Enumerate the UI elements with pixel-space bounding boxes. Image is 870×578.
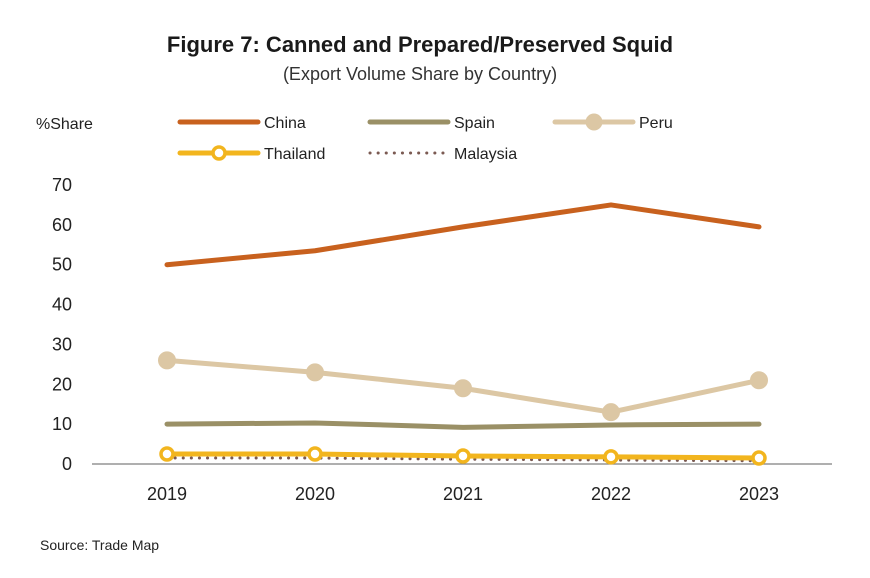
- x-tick-label: 2020: [295, 484, 335, 504]
- legend-label-malaysia: Malaysia: [454, 146, 517, 163]
- legend-label-spain: Spain: [454, 115, 495, 132]
- y-tick-label: 20: [52, 374, 72, 394]
- data-point-peru: [158, 351, 176, 370]
- legend-item-peru: Peru: [552, 113, 673, 132]
- data-point-thailand: [603, 449, 619, 465]
- y-axis-ticks: 0 10 20 30 40 50 60 70: [52, 175, 72, 474]
- series-line-spain: [164, 420, 762, 430]
- series-thailand: [159, 446, 767, 466]
- series-line-china: [164, 202, 762, 268]
- data-point-thailand: [159, 446, 175, 462]
- y-tick-label: 40: [52, 295, 72, 315]
- data-point-peru: [306, 363, 324, 382]
- legend-item-malaysia: Malaysia: [368, 146, 517, 163]
- source-note: Source: Trade Map: [40, 537, 159, 553]
- x-tick-label: 2023: [739, 484, 779, 504]
- y-tick-label: 70: [52, 175, 72, 195]
- legend: China Spain Peru Thailand Malaysia: [177, 113, 673, 163]
- series-malaysia: [165, 456, 761, 463]
- chart-subtitle: (Export Volume Share by Country): [283, 64, 557, 84]
- y-tick-label: 10: [52, 414, 72, 434]
- y-tick-label: 50: [52, 255, 72, 275]
- legend-item-china: China: [177, 115, 306, 132]
- legend-label-thailand: Thailand: [264, 146, 325, 163]
- series-spain: [164, 420, 762, 430]
- legend-marker-thailand: [211, 145, 227, 161]
- chart-title: Figure 7: Canned and Prepared/Preserved …: [167, 32, 673, 57]
- y-tick-label: 30: [52, 334, 72, 354]
- legend-label-peru: Peru: [639, 115, 673, 132]
- y-axis-label: %Share: [36, 116, 93, 133]
- series-peru: [158, 351, 768, 422]
- x-axis-ticks: 2019 2020 2021 2022 2023: [147, 484, 779, 504]
- y-tick-label: 60: [52, 215, 72, 235]
- data-point-thailand: [455, 448, 471, 464]
- x-tick-label: 2022: [591, 484, 631, 504]
- series-group: [158, 202, 768, 466]
- legend-marker-peru: [585, 113, 603, 131]
- legend-item-thailand: Thailand: [177, 145, 325, 163]
- x-tick-label: 2021: [443, 484, 483, 504]
- legend-label-china: China: [264, 115, 306, 132]
- data-point-thailand: [307, 446, 323, 462]
- series-china: [164, 202, 762, 268]
- legend-item-spain: Spain: [367, 115, 495, 132]
- data-point-thailand: [751, 450, 767, 466]
- x-tick-label: 2019: [147, 484, 187, 504]
- series-line-malaysia: [165, 456, 761, 463]
- data-point-peru: [454, 379, 472, 398]
- data-point-peru: [750, 371, 768, 390]
- y-tick-label: 0: [62, 454, 72, 474]
- data-point-peru: [602, 403, 620, 422]
